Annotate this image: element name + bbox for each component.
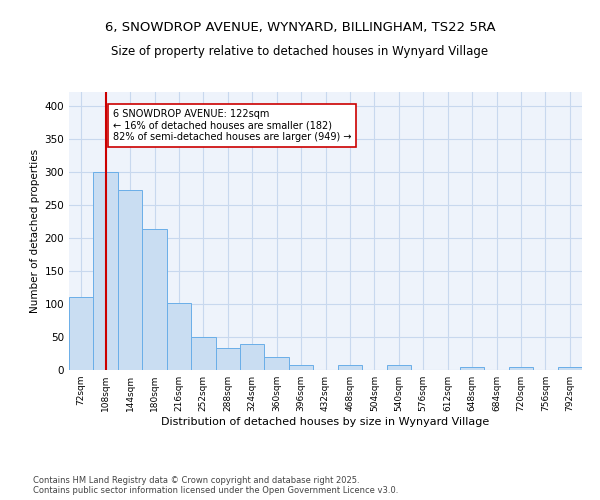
Y-axis label: Number of detached properties: Number of detached properties — [30, 149, 40, 314]
Bar — [386, 366, 411, 370]
Bar — [338, 366, 362, 370]
Text: Contains HM Land Registry data © Crown copyright and database right 2025.
Contai: Contains HM Land Registry data © Crown c… — [33, 476, 398, 495]
Text: Size of property relative to detached houses in Wynyard Village: Size of property relative to detached ho… — [112, 44, 488, 58]
Bar — [240, 344, 265, 370]
Bar — [460, 366, 484, 370]
Bar — [142, 228, 167, 370]
Bar — [509, 366, 533, 370]
Bar — [289, 366, 313, 370]
Bar — [118, 190, 142, 370]
Bar — [557, 366, 582, 370]
Text: 6, SNOWDROP AVENUE, WYNYARD, BILLINGHAM, TS22 5RA: 6, SNOWDROP AVENUE, WYNYARD, BILLINGHAM,… — [104, 21, 496, 34]
Bar — [265, 357, 289, 370]
Bar — [69, 298, 94, 370]
Text: 6 SNOWDROP AVENUE: 122sqm
← 16% of detached houses are smaller (182)
82% of semi: 6 SNOWDROP AVENUE: 122sqm ← 16% of detac… — [113, 109, 352, 142]
Bar — [167, 302, 191, 370]
X-axis label: Distribution of detached houses by size in Wynyard Village: Distribution of detached houses by size … — [161, 417, 490, 427]
Bar — [191, 337, 215, 370]
Bar — [215, 348, 240, 370]
Bar — [94, 172, 118, 370]
